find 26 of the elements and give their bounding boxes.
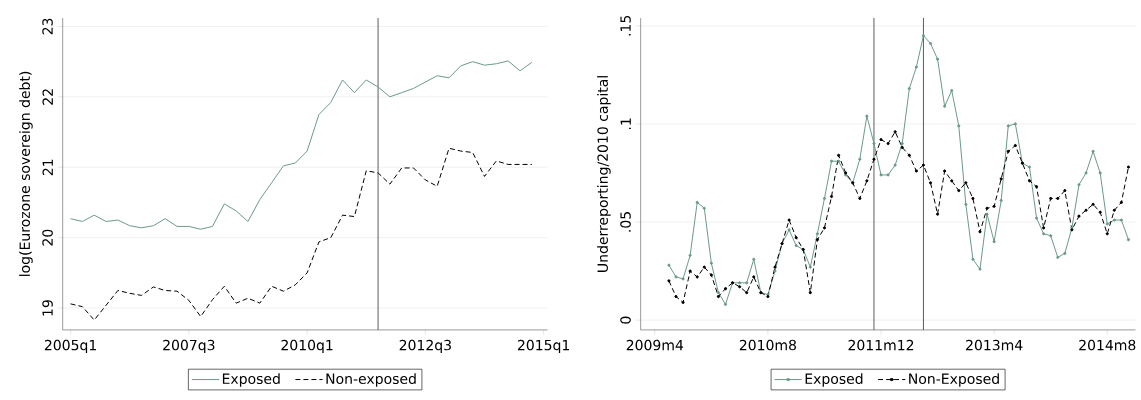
y-tick-label: 22 xyxy=(42,89,53,105)
x-tick-label: 2013m4 xyxy=(966,339,1023,351)
legend-label: Non-exposed xyxy=(326,373,416,387)
y-tick-label: 23 xyxy=(42,18,53,35)
legend-label: Exposed xyxy=(222,373,280,387)
legend-label: Non-Exposed xyxy=(909,373,999,387)
y-tick-label: .05 xyxy=(620,212,631,232)
y-axis-title: log(Eurozone sovereign debt) xyxy=(19,71,33,276)
y-tick-label: .15 xyxy=(620,15,631,36)
y-tick-label: 21 xyxy=(42,159,53,176)
x-tick-label: 2009m4 xyxy=(626,339,684,351)
x-tick-label: 2007q3 xyxy=(163,339,215,354)
line-series xyxy=(70,60,533,230)
x-tick-label: 2010q1 xyxy=(281,339,333,354)
y-tick-label: 0 xyxy=(620,316,631,324)
x-tick-label: 2010m8 xyxy=(739,339,797,351)
y-tick-label: 19 xyxy=(42,300,53,316)
x-tick-label: 2005q1 xyxy=(44,339,96,354)
y-tick-label: .1 xyxy=(620,118,631,130)
x-tick-label: 2011m12 xyxy=(848,339,914,351)
x-tick-label: 2014m8 xyxy=(1079,339,1136,351)
x-tick-label: 2012q3 xyxy=(399,339,451,354)
legend-label: Exposed xyxy=(805,373,863,387)
y-tick-label: 20 xyxy=(42,229,53,246)
x-tick-label: 2015q1 xyxy=(517,339,570,354)
y-axis-title: Underreporting/2010 capital xyxy=(597,76,611,272)
